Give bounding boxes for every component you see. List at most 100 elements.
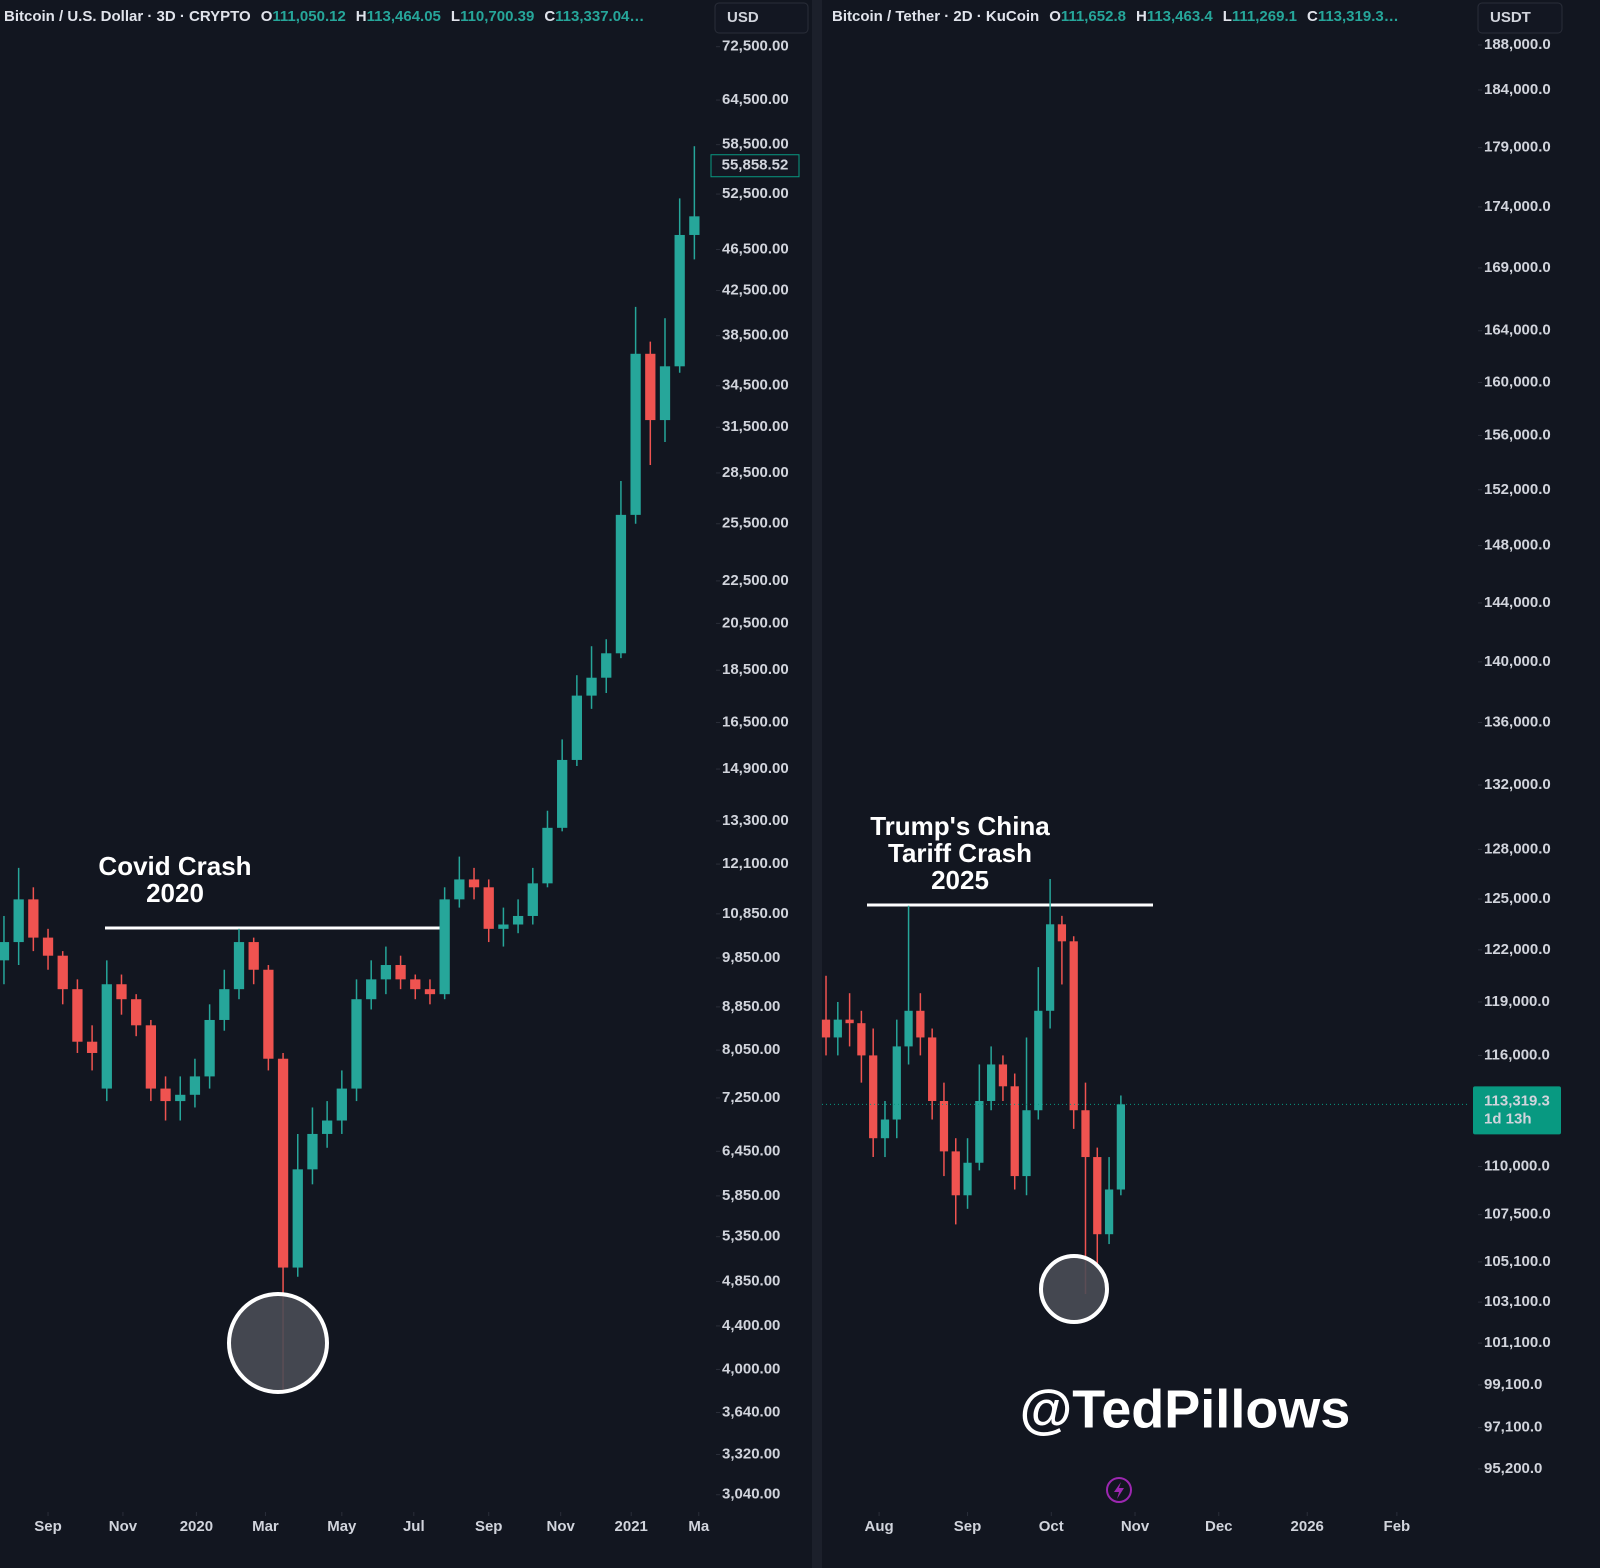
candle-body xyxy=(916,1010,925,1038)
y-tick-label: 164,000.0 xyxy=(1484,322,1551,339)
annotation: Covid Crash xyxy=(98,851,251,881)
candle-body xyxy=(1010,1086,1019,1177)
ohlc-key: L xyxy=(1223,8,1232,25)
candle-body xyxy=(542,827,553,884)
countdown-label: 1d 13h xyxy=(1484,1110,1532,1127)
y-tick-label: 132,000.0 xyxy=(1484,776,1551,793)
candle-body xyxy=(951,1151,960,1196)
candle-body xyxy=(833,1019,842,1038)
currency-label: USDT xyxy=(1490,9,1531,26)
x-tick-label: Jul xyxy=(403,1518,425,1535)
candle-body xyxy=(101,984,112,1089)
currency-button xyxy=(714,2,809,34)
candle-body xyxy=(189,1076,201,1095)
y-tick-label: 6,450.00 xyxy=(722,1142,780,1159)
y-tick-label: 116,000.0 xyxy=(1484,1046,1550,1063)
annotation: Tariff Crash xyxy=(888,838,1032,868)
chart-title: Bitcoin / U.S. Dollar · 3D · CRYPTO xyxy=(4,8,251,25)
candle-body xyxy=(380,965,392,980)
last-price-label: 55,858.52 xyxy=(722,157,789,174)
ohlc-key: C xyxy=(1307,8,1318,25)
ohlc-value: 113,337.04… xyxy=(555,8,644,25)
candle-body xyxy=(928,1037,937,1102)
y-tick-label: 16,500.00 xyxy=(722,713,789,730)
watermark: @TedPillows xyxy=(1020,1379,1351,1439)
y-tick-label: 52,500.00 xyxy=(722,185,789,202)
x-tick-label: Nov xyxy=(109,1518,138,1535)
candle-body xyxy=(1104,1189,1114,1235)
candle-body xyxy=(869,1055,878,1139)
y-tick-label: 148,000.0 xyxy=(1484,537,1551,554)
candle-body xyxy=(498,924,509,929)
annotation: 2020 xyxy=(146,878,204,908)
candle-body xyxy=(57,955,68,990)
crash-circle xyxy=(227,1292,329,1394)
x-tick-label: Sep xyxy=(34,1518,62,1535)
y-tick-label: 8,850.00 xyxy=(722,998,780,1015)
x-tick-label: Oct xyxy=(1039,1518,1064,1535)
y-tick-label: 58,500.00 xyxy=(722,136,789,153)
y-tick-label: 3,040.00 xyxy=(722,1486,780,1503)
candle-body xyxy=(892,1046,901,1120)
y-tick-label: 13,300.00 xyxy=(722,812,789,829)
candle-body xyxy=(72,989,83,1042)
y-tick-label: 25,500.00 xyxy=(722,515,789,532)
chart-header: Bitcoin / U.S. Dollar · 3D · CRYPTO O111,… xyxy=(4,8,644,25)
y-tick-label: 110,000.0 xyxy=(1484,1158,1550,1175)
candle-body xyxy=(263,969,274,1059)
y-tick-label: 10,850.00 xyxy=(722,905,789,922)
candle-body xyxy=(1116,1104,1126,1190)
ohlc-value: 111,269.1 xyxy=(1232,8,1297,25)
last-price-box xyxy=(1473,1086,1561,1135)
ohlc-value: 110,700.39 xyxy=(460,8,534,25)
candle-body xyxy=(630,353,641,515)
candle-body xyxy=(336,1088,347,1121)
y-tick-label: 152,000.0 xyxy=(1484,481,1551,498)
ohlc-value: 113,464.05 xyxy=(367,8,441,25)
candle-body xyxy=(42,937,54,956)
y-tick-label: 5,350.00 xyxy=(722,1228,780,1245)
y-tick-label: 20,500.00 xyxy=(722,614,789,631)
ohlc-key: L xyxy=(451,8,460,25)
last-price-label: 113,319.3 xyxy=(1484,1092,1550,1109)
x-tick-label: Ma xyxy=(688,1518,709,1535)
candle-body xyxy=(160,1088,171,1102)
candle-body xyxy=(674,234,685,367)
ohlc-key: C xyxy=(544,8,555,25)
candle-body xyxy=(468,879,480,888)
y-tick-label: 14,900.00 xyxy=(722,760,789,777)
chart-title: Bitcoin / Tether · 2D · KuCoin xyxy=(832,8,1039,25)
ohlc-key: H xyxy=(1136,8,1147,25)
candle-body xyxy=(1093,1157,1102,1235)
candle-body xyxy=(586,677,597,696)
y-tick-label: 160,000.0 xyxy=(1484,373,1551,390)
y-tick-label: 188,000.0 xyxy=(1484,36,1551,53)
candle-body xyxy=(28,899,39,938)
y-tick-label: 3,640.00 xyxy=(722,1403,780,1420)
candle-body xyxy=(233,942,245,990)
candle-body xyxy=(689,216,700,235)
chart-header: Bitcoin / Tether · 2D · KuCoin O111,652.8… xyxy=(832,8,1399,25)
candle-body xyxy=(963,1162,972,1196)
y-tick-label: 46,500.00 xyxy=(722,240,789,257)
y-tick-label: 174,000.0 xyxy=(1484,198,1551,215)
candle-body xyxy=(1022,1110,1031,1177)
candle-body xyxy=(880,1119,890,1139)
panel-divider xyxy=(812,0,822,1568)
candle-body xyxy=(615,514,627,654)
y-tick-label: 4,850.00 xyxy=(722,1272,780,1289)
y-tick-label: 184,000.0 xyxy=(1484,81,1551,98)
y-tick-label: 7,250.00 xyxy=(722,1089,780,1106)
y-tick-label: 9,850.00 xyxy=(722,949,780,966)
y-tick-label: 179,000.0 xyxy=(1484,139,1551,156)
ohlc-value: 111,652.8 xyxy=(1061,8,1126,25)
ohlc-key: H xyxy=(356,8,367,25)
candle-body xyxy=(483,887,494,929)
y-tick-label: 4,400.00 xyxy=(722,1317,780,1334)
y-tick-label: 103,100.0 xyxy=(1484,1293,1551,1310)
y-tick-label: 128,000.0 xyxy=(1484,840,1551,857)
candle-body xyxy=(1069,941,1078,1111)
y-tick-label: 38,500.00 xyxy=(722,327,789,344)
y-tick-label: 105,100.0 xyxy=(1484,1253,1551,1270)
